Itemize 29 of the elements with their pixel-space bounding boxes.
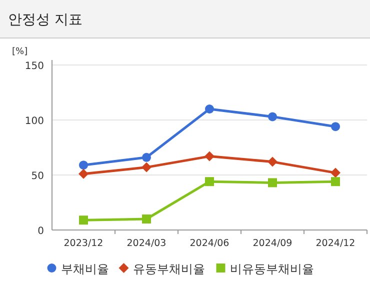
point [142,162,152,172]
point [205,177,214,186]
legend-label: 부채비율 [60,262,109,276]
point [142,152,151,162]
point [79,160,88,170]
xtick: 2024/03 [126,238,166,249]
ytick: 100 [24,116,44,127]
point [78,168,88,179]
point [330,168,340,178]
title: 안정성 지표 [8,12,82,28]
xtick: 2024/06 [190,238,230,249]
ytick: 0 [38,226,44,237]
legend-label: 유동부채비율 [132,262,205,276]
ytick: 150 [24,61,44,72]
point [79,216,88,225]
xtick: 2024/12 [316,238,356,249]
point [205,104,214,114]
point [204,151,214,162]
ytick: 50 [31,171,44,182]
point [331,122,340,132]
legend-label: 비유동부채비율 [230,262,314,276]
point [142,214,151,224]
point [331,177,340,186]
point [268,112,277,122]
xtick: 2023/12 [64,238,104,249]
ylabel: [%] [12,47,28,57]
xtick: 2024/09 [252,238,292,249]
point [268,178,277,188]
point [268,156,278,167]
